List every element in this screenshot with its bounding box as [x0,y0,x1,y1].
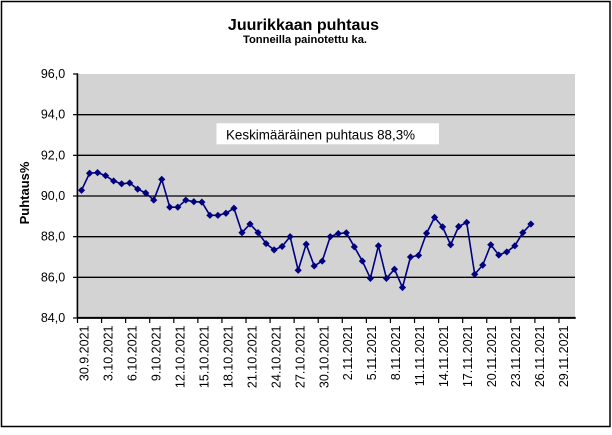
svg-text:30.10.2021: 30.10.2021 [317,325,331,388]
svg-text:11.11.2021: 11.11.2021 [413,325,427,386]
svg-text:17.11.2021: 17.11.2021 [461,325,475,387]
svg-text:Puhtaus%: Puhtaus% [17,161,32,224]
svg-text:27.10.2021: 27.10.2021 [293,325,307,388]
svg-text:Keskimääräinen puhtaus 88,3%: Keskimääräinen puhtaus 88,3% [226,127,415,142]
svg-text:20.11.2021: 20.11.2021 [485,325,499,387]
svg-text:96,0: 96,0 [41,67,65,81]
svg-text:86,0: 86,0 [41,270,65,284]
svg-text:15.10.2021: 15.10.2021 [197,325,211,388]
svg-text:3.10.2021: 3.10.2021 [102,325,116,381]
svg-text:30.9.2021: 30.9.2021 [78,325,92,381]
svg-text:18.10.2021: 18.10.2021 [221,325,235,388]
svg-text:94,0: 94,0 [41,108,65,122]
svg-text:14.11.2021: 14.11.2021 [437,325,451,387]
svg-text:24.10.2021: 24.10.2021 [269,325,283,388]
svg-text:90,0: 90,0 [41,189,65,203]
svg-text:26.11.2021: 26.11.2021 [533,325,547,387]
svg-text:9.10.2021: 9.10.2021 [150,325,164,381]
svg-text:92,0: 92,0 [41,148,65,162]
svg-text:8.11.2021: 8.11.2021 [389,325,403,380]
svg-text:Tonneilla painotettu ka.: Tonneilla painotettu ka. [243,34,367,46]
svg-text:6.10.2021: 6.10.2021 [126,325,140,381]
svg-text:2.11.2021: 2.11.2021 [341,325,355,380]
svg-text:5.11.2021: 5.11.2021 [365,325,379,380]
svg-text:29.11.2021: 29.11.2021 [557,325,571,387]
svg-text:23.11.2021: 23.11.2021 [509,325,523,387]
svg-text:21.10.2021: 21.10.2021 [245,325,259,388]
svg-text:84,0: 84,0 [41,311,65,325]
svg-text:12.10.2021: 12.10.2021 [174,325,188,388]
svg-text:88,0: 88,0 [41,230,65,244]
svg-text:Juurikkaan puhtaus: Juurikkaan puhtaus [228,17,379,34]
